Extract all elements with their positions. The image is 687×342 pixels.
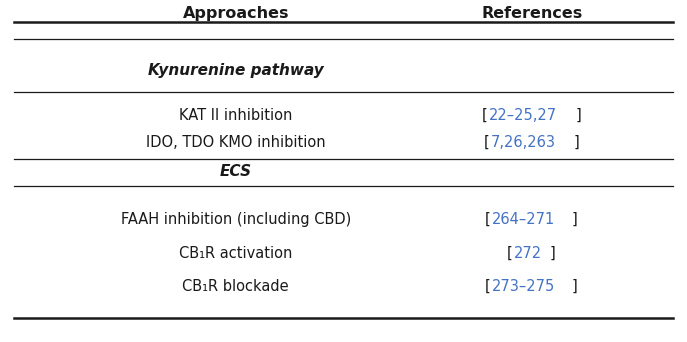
Text: ]: ] (550, 246, 556, 261)
Text: References: References (482, 6, 583, 21)
Text: 7,26,263: 7,26,263 (491, 135, 556, 150)
Text: ]: ] (572, 279, 578, 294)
Text: CB₁R blockade: CB₁R blockade (183, 279, 289, 294)
Text: [: [ (484, 135, 489, 150)
Text: 264–271: 264–271 (492, 212, 555, 227)
Text: ECS: ECS (220, 163, 252, 179)
Text: [: [ (485, 279, 491, 294)
Text: KAT II inhibition: KAT II inhibition (179, 108, 293, 123)
Text: CB₁R activation: CB₁R activation (179, 246, 293, 261)
Text: ]: ] (575, 108, 581, 123)
Text: 273–275: 273–275 (492, 279, 555, 294)
Text: 22–25,27: 22–25,27 (489, 108, 557, 123)
Text: [: [ (507, 246, 513, 261)
Text: ]: ] (572, 212, 578, 227)
Text: Approaches: Approaches (183, 6, 289, 21)
Text: ]: ] (573, 135, 579, 150)
Text: IDO, TDO KMO inhibition: IDO, TDO KMO inhibition (146, 135, 326, 150)
Text: [: [ (485, 212, 491, 227)
Text: 272: 272 (515, 246, 542, 261)
Text: Kynurenine pathway: Kynurenine pathway (148, 63, 324, 78)
Text: FAAH inhibition (including CBD): FAAH inhibition (including CBD) (121, 212, 351, 227)
Text: [: [ (482, 108, 487, 123)
